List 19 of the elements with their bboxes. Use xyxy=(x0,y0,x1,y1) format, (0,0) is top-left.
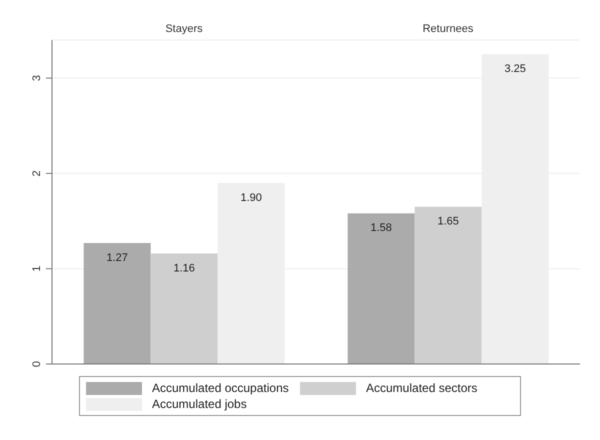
bar xyxy=(348,213,415,364)
bar xyxy=(150,253,218,364)
y-tick-label: 3 xyxy=(31,75,43,82)
y-tick-label: 0 xyxy=(31,360,43,368)
x-tick-label: Stayers xyxy=(165,23,204,35)
y-tick-label: 1 xyxy=(31,266,43,272)
data-label: 1.90 xyxy=(240,192,262,204)
data-label: 1.16 xyxy=(173,262,195,274)
y-tick-label: 2 xyxy=(31,170,43,176)
data-label: 3.25 xyxy=(504,63,526,76)
legend-label: Accumulated sectors xyxy=(366,381,478,395)
x-tick-label: Returnees xyxy=(422,23,474,35)
bar xyxy=(414,206,482,364)
legend-label: Accumulated jobs xyxy=(152,397,247,411)
data-label: 1.27 xyxy=(106,252,128,264)
data-label: 1.65 xyxy=(437,216,459,228)
data-label: 1.58 xyxy=(370,222,392,234)
bar xyxy=(84,242,151,364)
legend-label: Accumulated occupations xyxy=(152,381,289,395)
